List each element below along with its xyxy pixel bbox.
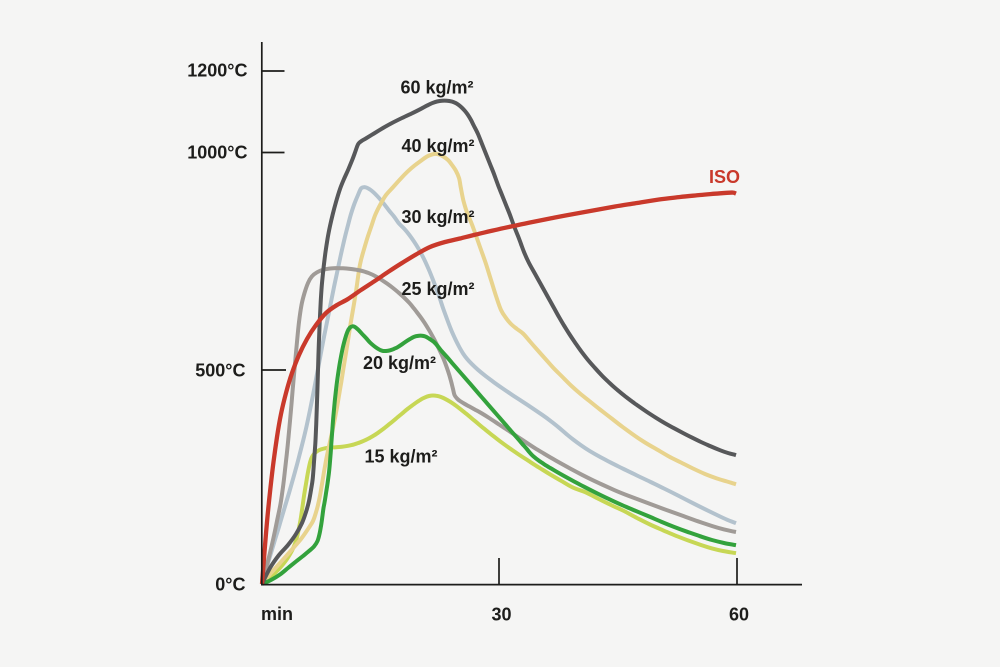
svg-text:30 kg/m²: 30 kg/m² bbox=[402, 207, 475, 227]
svg-text:1200°C: 1200°C bbox=[187, 60, 247, 80]
svg-text:min: min bbox=[261, 604, 293, 624]
svg-text:0°C: 0°C bbox=[215, 574, 245, 594]
svg-text:40 kg/m²: 40 kg/m² bbox=[402, 136, 475, 156]
svg-text:ISO: ISO bbox=[709, 167, 740, 187]
svg-text:25 kg/m²: 25 kg/m² bbox=[402, 279, 475, 299]
svg-text:30: 30 bbox=[491, 605, 511, 625]
svg-text:1000°C: 1000°C bbox=[187, 142, 247, 162]
svg-text:20 kg/m²: 20 kg/m² bbox=[363, 353, 436, 373]
svg-text:500°C: 500°C bbox=[195, 360, 245, 380]
svg-text:60 kg/m²: 60 kg/m² bbox=[401, 77, 474, 97]
svg-text:15 kg/m²: 15 kg/m² bbox=[365, 447, 438, 467]
svg-text:60: 60 bbox=[729, 605, 749, 625]
